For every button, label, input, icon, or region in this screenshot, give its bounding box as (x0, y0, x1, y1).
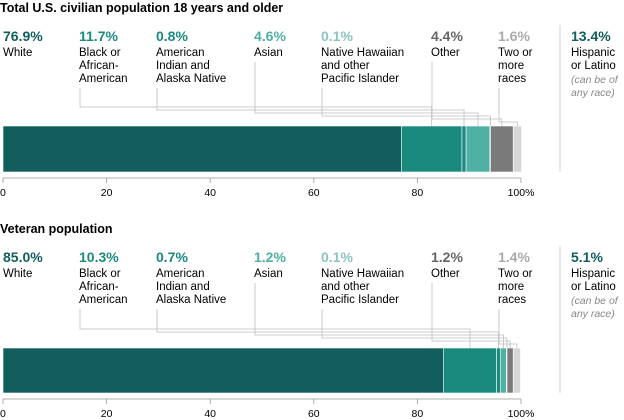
civilian-label-hispanic-or-latino: Hispanic (571, 47, 615, 59)
civilian-label-other: Other (431, 47, 460, 59)
civilian-x-tick-label: 100% (508, 187, 535, 199)
civilian-pct-hispanic-or-latino: 13.4% (571, 28, 611, 44)
civilian-pct-white: 76.9% (3, 28, 43, 44)
civilian-label-american-indian-and-alaska-native: Indian and (156, 60, 210, 72)
veteran-leader-two-or-more-races (498, 309, 518, 348)
civilian-label-native-hawaiian-and-other-pacific-islander: Native Hawaiian (321, 47, 404, 59)
civilian-pct-black-or-african-american: 11.7% (79, 28, 118, 44)
veteran-pct-black-or-african-american: 10.3% (79, 249, 119, 265)
veteran-label-hispanic-or-latino: or Latino (571, 281, 616, 293)
civilian-label-white: White (3, 47, 32, 59)
civilian-label-black-or-african-american: African- (79, 60, 119, 72)
veteran-label-native-hawaiian-and-other-pacific-islander: Pacific Islander (321, 294, 399, 306)
civilian-pct-native-hawaiian-and-other-pacific-islander: 0.1% (321, 28, 353, 44)
veteran-leader-native-hawaiian-and-other-pacific-islander (321, 309, 508, 348)
civilian-label-two-or-more-races: more (498, 60, 524, 72)
veteran-label-two-or-more-races: races (498, 294, 526, 306)
civilian-hispanic-note: (can be of (571, 74, 619, 86)
veteran-label-native-hawaiian-and-other-pacific-islander: Native Hawaiian (321, 268, 404, 280)
veteran-bar-black-or-african-american (442, 347, 497, 394)
veteran-pct-native-hawaiian-and-other-pacific-islander: 0.1% (321, 249, 353, 265)
veteran-bar-american-indian-and-alaska-native (496, 347, 501, 394)
veteran-pct-hispanic-or-latino: 5.1% (571, 249, 603, 265)
civilian-x-tick-label: 0 (0, 187, 6, 199)
veteran-label-white: White (3, 268, 32, 280)
veteran-x-tick-label: 0 (0, 408, 6, 420)
civilian-x-tick-label: 20 (101, 187, 113, 199)
civilian-label-native-hawaiian-and-other-pacific-islander: Pacific Islander (321, 73, 399, 85)
veteran-hispanic-note: (can be of (571, 295, 619, 307)
civilian-label-black-or-african-american: American (79, 73, 128, 85)
veteran-x-tick-label: 40 (204, 408, 216, 420)
civilian-bar-white (2, 125, 402, 173)
civilian-bar-other (490, 125, 514, 173)
civilian-leader-two-or-more-races (498, 88, 518, 126)
veteran-pct-asian: 1.2% (254, 249, 286, 265)
veteran-bar-two-or-more-races (512, 347, 521, 394)
veteran-label-black-or-african-american: American (79, 294, 128, 306)
veteran-label-black-or-african-american: African- (79, 281, 119, 293)
civilian-leader-american-indian-and-alaska-native (156, 88, 465, 126)
veteran-label-asian: Asian (254, 268, 283, 280)
veteran-pct-two-or-more-races: 1.4% (498, 249, 530, 265)
civilian-x-tick-label: 40 (204, 187, 216, 199)
civilian-label-black-or-african-american: Black or (79, 47, 121, 59)
civilian-x-tick-label: 80 (412, 187, 424, 199)
veteran-x-tick-label: 60 (308, 408, 320, 420)
civilian-pct-two-or-more-races: 1.6% (498, 28, 530, 44)
civilian-bar-american-indian-and-alaska-native (461, 125, 467, 173)
civilian-hispanic-note: any race) (571, 87, 615, 99)
veteran-label-native-hawaiian-and-other-pacific-islander: and other (321, 281, 370, 293)
veteran-label-black-or-african-american: Black or (79, 268, 121, 280)
civilian-leader-other (431, 62, 503, 126)
veteran-label-hispanic-or-latino: Hispanic (571, 268, 615, 280)
civilian-pct-other: 4.4% (431, 28, 463, 44)
veteran-leader-other (431, 283, 511, 348)
veteran-x-tick-label: 80 (412, 408, 424, 420)
veteran-leader-asian (254, 283, 504, 348)
civilian-leader-black-or-african-american (79, 88, 433, 126)
veteran-pct-white: 85.0% (3, 249, 43, 265)
civilian-label-hispanic-or-latino: or Latino (571, 60, 616, 72)
veteran-bar-other (506, 347, 514, 394)
civilian-label-american-indian-and-alaska-native: Alaska Native (156, 73, 226, 85)
veteran-leader-american-indian-and-alaska-native (156, 309, 499, 348)
veteran-bar-white (2, 347, 444, 394)
veteran-label-other: Other (431, 268, 460, 280)
veteran-chart-title: Veteran population (0, 222, 113, 236)
civilian-pct-asian: 4.6% (254, 28, 286, 44)
veteran-label-american-indian-and-alaska-native: Indian and (156, 281, 210, 293)
civilian-label-two-or-more-races: Two or (498, 47, 533, 59)
civilian-chart-title: Total U.S. civilian population 18 years … (0, 1, 283, 15)
civilian-label-american-indian-and-alaska-native: American (156, 47, 205, 59)
veteran-label-two-or-more-races: Two or (498, 268, 533, 280)
civilian-leader-native-hawaiian-and-other-pacific-islander (321, 88, 491, 126)
civilian-label-two-or-more-races: races (498, 73, 526, 85)
veteran-x-tick-label: 20 (101, 408, 113, 420)
veteran-hispanic-note: any race) (571, 308, 615, 320)
veteran-label-two-or-more-races: more (498, 281, 524, 293)
civilian-x-tick-label: 60 (308, 187, 320, 199)
civilian-label-asian: Asian (254, 47, 283, 59)
civilian-bar-asian (465, 125, 491, 173)
veteran-pct-american-indian-and-alaska-native: 0.7% (156, 249, 188, 265)
veteran-label-american-indian-and-alaska-native: American (156, 268, 205, 280)
civilian-label-native-hawaiian-and-other-pacific-islander: and other (321, 60, 370, 72)
veteran-leader-black-or-african-american (79, 309, 471, 348)
civilian-bar-black-or-african-american (401, 125, 463, 173)
civilian-leader-asian (254, 62, 479, 126)
veteran-bar-asian (499, 347, 507, 394)
civilian-pct-american-indian-and-alaska-native: 0.8% (156, 28, 188, 44)
civilian-bar-two-or-more-races (512, 125, 522, 173)
veteran-label-american-indian-and-alaska-native: Alaska Native (156, 294, 226, 306)
veteran-pct-other: 1.2% (431, 249, 463, 265)
veteran-x-tick-label: 100% (508, 408, 535, 420)
